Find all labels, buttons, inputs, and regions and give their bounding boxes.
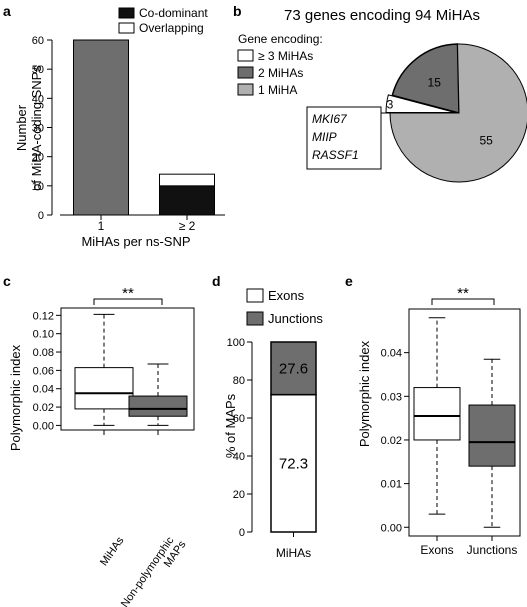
panel-a-ytick-label: 10 <box>32 181 44 193</box>
panel-a-ytick-label: 60 <box>32 35 44 47</box>
panel-e-ytick-label: 0.02 <box>381 435 402 447</box>
panel-b-legend-title: Gene encoding: <box>238 32 323 46</box>
panel-a-xlabel: MiHAs per ns-SNP <box>81 234 190 249</box>
legend-swatch-1-miha <box>237 83 254 96</box>
panel-e-ytick-label: 0.01 <box>381 479 402 491</box>
panel-e-xtick-label: Junctions <box>467 543 518 557</box>
panel-label-d: d <box>212 273 221 289</box>
legend-label-co-dominant: Co-dominant <box>139 6 208 20</box>
panel-c-ytick-label: 0.10 <box>33 329 54 341</box>
legend-swatch-junctions <box>246 311 264 326</box>
panel-a-bar-two-plus-co-dominant <box>159 185 215 216</box>
pie-slice-3-mihas-label: 3 <box>387 98 394 112</box>
panel-c-box-1 <box>74 367 134 410</box>
panel-a-ytick-label: 50 <box>32 64 44 76</box>
panel-a-ylabel-line2: of MiHA-coding SNPs <box>29 65 44 191</box>
panel-d-xtick-label: MiHAs <box>276 546 311 560</box>
panel-d-ytick-label: 40 <box>233 451 245 463</box>
pie-slice-1-miha <box>389 43 527 183</box>
panel-label-e: e <box>345 273 353 289</box>
panel-a-xtick-label: ≥ 2 <box>179 219 196 233</box>
panel-label-b: b <box>233 3 242 19</box>
panel-a-ylabel-line1: Number <box>14 104 29 151</box>
legend-swatch-exons <box>246 288 264 303</box>
panel-d-stacked-bar: % of MAPs Exons Junctions 0 20 40 60 80 100 72… <box>223 288 323 560</box>
panel-c-ytick-label: 0.00 <box>33 420 54 432</box>
pie-slice-2-mihas-label: 15 <box>428 76 442 90</box>
panel-d-ytick-label: 100 <box>227 337 245 349</box>
panel-c-ytick-label: 0.06 <box>33 365 54 377</box>
legend-label-junctions: Junctions <box>268 311 323 326</box>
panel-a-ytick-label: 30 <box>32 123 44 135</box>
panel-e-significance-bracket <box>431 298 495 305</box>
panel-d-value-exons: 72.3 <box>279 455 308 472</box>
gene-callout-box <box>306 106 382 170</box>
panel-a-bar-two-plus-overlapping <box>159 173 215 187</box>
panel-e-box-1 <box>413 387 461 441</box>
panel-d-ytick-label: 0 <box>239 527 245 539</box>
legend-label-2-mihas: 2 MiHAs <box>258 66 303 80</box>
panel-a-bar-chart: Number of MiHA-coding SNPs MiHAs per ns-… <box>14 6 225 249</box>
panel-b-gene-callout: MKI67 MIIP RASSF1 <box>306 106 392 170</box>
legend-swatch-2-mihas <box>237 66 254 79</box>
panel-label-c: c <box>3 273 11 289</box>
panel-d-ytick-label: 20 <box>233 489 245 501</box>
panel-label-a: a <box>3 3 11 19</box>
panel-c-ytick-label: 0.12 <box>33 310 54 322</box>
panel-a-legend: Co-dominant Overlapping <box>118 6 208 35</box>
panel-d-value-junctions: 27.6 <box>279 360 308 377</box>
gene-callout-1: MKI67 <box>312 112 348 126</box>
panel-d-ytick-label: 60 <box>233 413 245 425</box>
panel-e-significance: ** <box>457 285 469 302</box>
panel-c-ytick-label: 0.02 <box>33 402 54 414</box>
pie-slice-1-miha-label: 55 <box>479 134 493 148</box>
panel-e-box-2 <box>468 404 516 467</box>
panel-e-ytick-label: 0.03 <box>381 391 402 403</box>
panel-e-ylabel: Polymorphic index <box>357 340 372 447</box>
legend-label-overlapping: Overlapping <box>139 21 204 35</box>
pie-slice-2-mihas <box>391 43 460 114</box>
legend-swatch-3-mihas <box>237 49 254 62</box>
panel-a-bar-one-co-dominant <box>73 39 129 216</box>
panel-c-box-2 <box>128 395 188 417</box>
panel-e-ytick-label: 0.04 <box>381 348 402 360</box>
panel-c-box-plot: Polymorphic index MiHAs Non-polymorphic … <box>8 285 195 607</box>
panel-d-legend: Exons Junctions <box>246 288 323 326</box>
panel-a-ytick-label: 40 <box>32 93 44 105</box>
panel-c-significance: ** <box>122 285 134 302</box>
panel-c-plot-frame <box>60 307 195 431</box>
panel-c-significance-bracket <box>93 298 163 305</box>
panel-d-segment-exons <box>270 393 317 533</box>
panel-d-ytick-label: 80 <box>233 375 245 387</box>
panel-a-xtick-label: 1 <box>98 219 105 233</box>
panel-c-ytick-label: 0.08 <box>33 347 54 359</box>
panel-a-ytick-label: 20 <box>32 152 44 164</box>
legend-label-1-miha: 1 MiHA <box>258 83 297 97</box>
panel-b-legend: ≥ 3 MiHAs 2 MiHAs 1 MiHA <box>237 49 313 97</box>
legend-label-exons: Exons <box>268 288 305 303</box>
panel-c-ylabel: Polymorphic index <box>8 344 23 451</box>
panel-c-xtick-nonpoly-line1: Non-polymorphic <box>119 534 177 607</box>
gene-callout-2: MIIP <box>312 130 337 144</box>
panel-e-box-plot: Polymorphic index ** 0.00 0.01 0.02 0.03 0.0… <box>357 285 521 557</box>
panel-e-xtick-label: Exons <box>420 543 453 557</box>
legend-swatch-co-dominant <box>118 7 135 19</box>
gene-callout-3: RASSF1 <box>312 148 359 162</box>
legend-swatch-overlapping <box>118 22 135 34</box>
panel-a-ytick-label: 0 <box>38 210 44 222</box>
panel-b-title: 73 genes encoding 94 MiHAs <box>284 7 480 24</box>
panel-c-ytick-label: 0.04 <box>33 384 54 396</box>
panel-e-plot-frame <box>408 308 521 537</box>
legend-label-3-mihas: ≥ 3 MiHAs <box>258 49 313 63</box>
panel-d-ylabel: % of MAPs <box>223 393 238 458</box>
panel-d-segment-junctions <box>270 341 317 396</box>
panel-c-xtick-mihas: MiHAs <box>98 534 127 568</box>
panel-b-pie-chart: 73 genes encoding 94 MiHAs Gene encoding… <box>237 7 527 183</box>
panel-e-ytick-label: 0.00 <box>381 522 402 534</box>
